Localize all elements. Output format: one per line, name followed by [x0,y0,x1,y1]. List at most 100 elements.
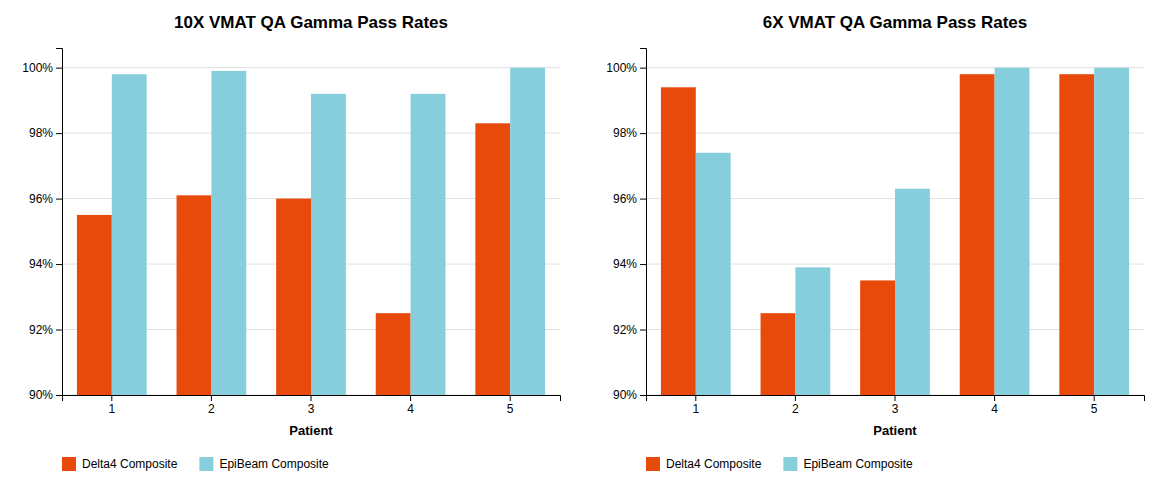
axis-line [647,396,1145,402]
tick: 96% [613,192,646,206]
legend-item: Delta4 Composite [646,457,762,471]
tick-label: 5 [1091,402,1098,416]
tick-mark [56,264,62,265]
axis-line [56,49,63,396]
bar [860,280,895,395]
tick-mark [56,68,62,69]
tick: 94% [613,257,646,271]
tick-label: 90% [29,388,53,402]
tick-mark [640,264,646,265]
bar [177,195,212,395]
tick: 90% [613,388,646,402]
tick-mark [1094,395,1095,401]
tick-label: 96% [29,192,53,206]
bar [376,313,411,395]
tick-mark [640,133,646,134]
bar [895,189,930,395]
tick: 4 [991,395,998,416]
tick-mark [56,395,62,396]
bar [795,267,830,395]
tick-label: 94% [613,257,637,271]
bar [411,94,446,395]
axis-line [63,396,561,402]
legend: Delta4 Composite EpiBeam Composite [646,457,913,471]
tick-mark [640,199,646,200]
y-axis: 90% 92% 94% 96% 98% 100% [22,49,62,403]
tick-label: 1 [692,402,699,416]
tick-label: 90% [613,388,637,402]
bar [761,313,796,395]
tick-mark [311,395,312,401]
title: 6X VMAT QA Gamma Pass Rates [763,13,1028,32]
bar [1094,68,1129,395]
tick-label: 2 [792,402,799,416]
legend: Delta4 CompositeEpiBeam Composite [62,457,329,471]
tick: 92% [29,323,62,337]
x-axis-label: Patient [289,423,333,438]
panel: 90%92%94%96%98%100%1234510X VMAT QA Gamm… [22,13,560,471]
tick-label: 4 [991,402,998,416]
tick-label: 3 [892,402,899,416]
tick-label: 1 [108,402,115,416]
tick: 5 [1091,395,1098,416]
tick: 1 [692,395,699,416]
tick-mark [640,68,646,69]
bar [211,71,246,395]
tick-mark [640,330,646,331]
tick-mark [56,133,62,134]
bar [475,123,510,395]
tick: 2 [208,395,215,416]
tick: 5 [507,395,514,416]
tick-mark [994,395,995,401]
legend-item: Delta4 Composite [62,457,178,471]
legend-label: Delta4 Composite [666,457,762,471]
bar [311,94,346,395]
panel: 90%92%94%96%98%100%123456X VMAT QA Gamma… [606,13,1144,471]
tick: 90% [29,388,62,402]
tick-label: 94% [29,257,53,271]
bar [696,153,731,395]
tick-mark [895,395,896,401]
bar [1059,74,1094,395]
tick: 98% [29,126,62,140]
legend-label: Delta4 Composite [82,457,178,471]
tick-label: 5 [507,402,514,416]
x-axis: 1 2 3 4 5 [647,395,1145,416]
legend-swatch [199,457,213,471]
tick-label: 100% [22,61,53,75]
legend-swatch [646,457,660,471]
bars [77,68,545,395]
bar-series [696,68,1129,395]
tick: 2 [792,395,799,416]
tick: 1 [108,395,115,416]
bars [661,68,1129,395]
tick-mark [111,395,112,401]
bar [77,215,112,395]
tick-label: 92% [613,323,637,337]
tick: 3 [892,395,899,416]
chart-root: 90%92%94%96%98%100%1234510X VMAT QA Gamm… [0,0,1168,495]
grid-line [646,67,1144,68]
bar [960,74,995,395]
axis-line [640,49,647,396]
bar [276,199,311,395]
tick-mark [56,199,62,200]
x-axis: 1 2 3 4 5 [63,395,561,416]
tick-mark [695,395,696,401]
tick: 3 [308,395,315,416]
tick-label: 98% [29,126,53,140]
tick-label: 96% [613,192,637,206]
tick-label: 2 [208,402,215,416]
tick-mark [410,395,411,401]
bar-series [112,68,545,395]
tick: 100% [606,61,646,75]
bar [661,87,696,395]
grid [62,68,560,395]
legend-item: EpiBeam Composite [783,457,913,471]
y-axis: 90%92%94%96%98%100% [606,49,646,403]
tick-mark [211,395,212,401]
x-axis-label: Patient [873,423,917,438]
legend-label: EpiBeam Composite [803,457,913,471]
tick-label: 4 [407,402,414,416]
tick: 96% [29,192,62,206]
